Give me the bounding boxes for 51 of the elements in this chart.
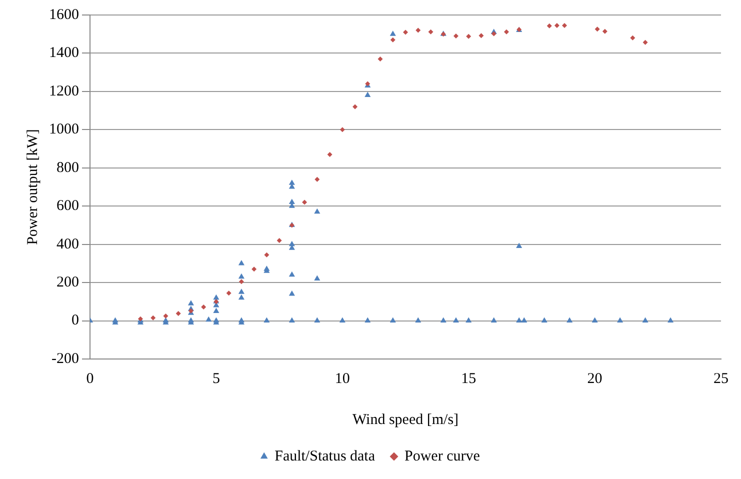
x-tick-label: 20 bbox=[587, 370, 602, 387]
y-tick-label: 400 bbox=[56, 236, 79, 252]
legend-label: Power curve bbox=[404, 448, 480, 464]
point bbox=[163, 314, 168, 318]
point bbox=[594, 26, 600, 32]
point bbox=[554, 23, 560, 28]
point bbox=[302, 200, 308, 205]
point bbox=[264, 252, 270, 258]
x-tick-label: 25 bbox=[714, 370, 728, 387]
y-tick-label: 1600 bbox=[49, 6, 79, 23]
point bbox=[630, 35, 636, 40]
y-tick-label: 600 bbox=[56, 198, 79, 214]
point bbox=[478, 33, 484, 38]
point bbox=[352, 104, 358, 110]
point bbox=[546, 23, 552, 28]
point bbox=[390, 37, 396, 42]
point bbox=[453, 34, 458, 39]
point bbox=[562, 23, 568, 28]
y-tick-label: 800 bbox=[56, 160, 79, 176]
legend-label: Fault/Status data bbox=[274, 448, 376, 464]
point bbox=[276, 238, 282, 244]
point bbox=[314, 176, 320, 182]
point bbox=[226, 290, 232, 296]
y-tick-label: 200 bbox=[56, 274, 79, 290]
point bbox=[201, 304, 206, 310]
point bbox=[176, 311, 181, 316]
x-tick-label: 10 bbox=[334, 370, 350, 387]
x-tick-label: 15 bbox=[461, 370, 476, 387]
y-tick-label: 1400 bbox=[49, 45, 79, 62]
y-tick-label: 1200 bbox=[49, 83, 79, 100]
x-tick-label: 0 bbox=[86, 370, 94, 387]
point bbox=[403, 30, 408, 35]
point bbox=[504, 29, 509, 34]
point bbox=[416, 28, 421, 33]
point bbox=[491, 31, 496, 36]
point bbox=[252, 266, 257, 272]
x-axis-title: Wind speed [m/s] bbox=[352, 412, 459, 428]
y-tick-label: -200 bbox=[52, 350, 79, 367]
point bbox=[378, 56, 383, 62]
y-tick-label: 1000 bbox=[49, 122, 79, 138]
point bbox=[238, 279, 244, 284]
point bbox=[642, 40, 648, 45]
point bbox=[466, 34, 472, 39]
point bbox=[340, 127, 345, 132]
y-tick-label: 0 bbox=[72, 312, 79, 329]
point bbox=[150, 315, 156, 320]
x-tick-label: 5 bbox=[212, 370, 220, 387]
point bbox=[428, 29, 434, 34]
point bbox=[327, 152, 332, 158]
y-axis-title: Power output [kW] bbox=[24, 129, 41, 245]
point bbox=[602, 28, 608, 34]
